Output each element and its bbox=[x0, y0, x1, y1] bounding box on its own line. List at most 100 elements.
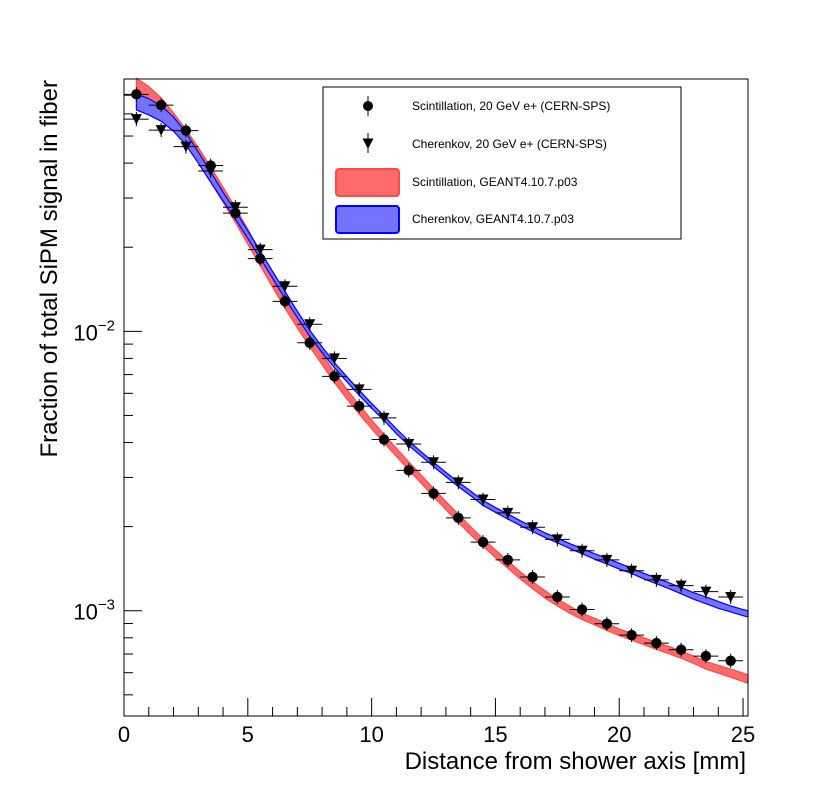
cher-marker bbox=[328, 353, 340, 364]
scint-data-point bbox=[619, 628, 644, 643]
cher-data-point bbox=[198, 163, 224, 178]
scint-data-point bbox=[124, 87, 149, 102]
scint-data-point bbox=[272, 294, 298, 309]
scint-data-point bbox=[495, 552, 521, 567]
scint-data-point bbox=[693, 649, 719, 664]
cher-marker bbox=[403, 439, 415, 450]
scint-data-point bbox=[371, 432, 397, 447]
x-tick-label: 5 bbox=[242, 722, 254, 747]
cher-marker bbox=[229, 202, 241, 213]
scint-marker bbox=[725, 655, 736, 666]
cher-marker bbox=[675, 580, 687, 592]
cher-data-point bbox=[297, 317, 323, 332]
scint-marker bbox=[502, 554, 514, 566]
scint-marker bbox=[254, 253, 266, 264]
scint-marker bbox=[552, 591, 563, 603]
scint-marker bbox=[626, 629, 637, 641]
cher-marker bbox=[130, 114, 142, 125]
scint-data-point bbox=[445, 510, 471, 525]
cher-data-point bbox=[470, 492, 496, 507]
legend-label-scint-data: Scintillation, 20 GeV e+ (CERN-SPS) bbox=[412, 99, 610, 113]
cher-marker bbox=[378, 412, 390, 424]
cher-marker bbox=[725, 591, 737, 603]
scint-marker bbox=[155, 99, 167, 111]
y-tick-label: 10−3 bbox=[73, 597, 115, 625]
scint-marker bbox=[279, 296, 291, 307]
scint-data-point bbox=[668, 642, 694, 657]
scint-marker bbox=[601, 618, 613, 629]
legend-label-cher-sim: Cherenkov, GEANT4.10.7.p03 bbox=[412, 212, 574, 226]
cher-data-point bbox=[247, 242, 273, 257]
cher-marker bbox=[353, 384, 365, 395]
scint-data-point bbox=[346, 399, 372, 414]
scint-data-point bbox=[544, 589, 570, 604]
x-tick-label: 25 bbox=[731, 722, 755, 747]
cher-marker bbox=[650, 574, 662, 586]
cher-data-point bbox=[272, 279, 298, 294]
cher-marker bbox=[155, 125, 167, 136]
cher-marker bbox=[626, 565, 638, 577]
scint-marker bbox=[453, 512, 464, 524]
cher-marker bbox=[180, 141, 192, 153]
legend-cher-marker bbox=[362, 138, 374, 149]
x-tick-label: 10 bbox=[359, 722, 383, 747]
cher-data-point bbox=[322, 351, 347, 366]
x-tick-label: 20 bbox=[607, 722, 631, 747]
scint-marker bbox=[576, 604, 588, 615]
scint-data-point bbox=[594, 616, 620, 631]
scint-marker bbox=[700, 650, 712, 662]
scint-marker bbox=[428, 488, 439, 499]
scint-marker bbox=[477, 536, 489, 548]
x-tick-label: 0 bbox=[118, 722, 130, 747]
cher-data-point bbox=[569, 543, 595, 558]
legend-scint-band-swatch bbox=[335, 168, 400, 197]
x-tick-label: 15 bbox=[483, 722, 507, 747]
cher-data-point bbox=[644, 572, 669, 587]
y-tick-labels: 10−2 10−3 bbox=[73, 317, 115, 624]
cher-data-point bbox=[148, 123, 174, 138]
scint-data-point bbox=[297, 335, 323, 350]
cher-marker bbox=[502, 507, 514, 519]
cher-marker bbox=[452, 477, 464, 488]
scint-data-point bbox=[173, 123, 199, 138]
cher-marker bbox=[700, 586, 712, 598]
cher-data-point bbox=[223, 200, 248, 215]
plot-frame bbox=[123, 78, 749, 717]
legend-scint-marker bbox=[363, 101, 373, 111]
legend-cher-band-swatch bbox=[335, 205, 400, 234]
cher-marker bbox=[279, 281, 291, 292]
legend-entry-cher-sim: Cherenkov, GEANT4.10.7.p03 bbox=[335, 205, 574, 234]
x-tick-labels: 0 5 10 15 20 25 bbox=[118, 722, 755, 747]
legend-entry-scint-sim: Scintillation, GEANT4.10.7.p03 bbox=[335, 168, 578, 197]
scint-data-point bbox=[718, 653, 744, 668]
legend-entry-scint-data: Scintillation, 20 GeV e+ (CERN-SPS) bbox=[363, 96, 610, 116]
cher-marker bbox=[428, 457, 440, 468]
cher-data-point bbox=[346, 382, 372, 397]
axis-ticks bbox=[123, 78, 744, 716]
x-axis-title: Distance from shower axis [mm] bbox=[405, 748, 746, 775]
cher-data-point bbox=[544, 532, 570, 547]
scint-data-point bbox=[421, 486, 446, 501]
cher-marker bbox=[527, 522, 539, 533]
cher-data-point bbox=[594, 552, 620, 567]
scint-marker bbox=[180, 125, 192, 136]
cher-data-point bbox=[495, 505, 521, 520]
cher-marker bbox=[576, 545, 588, 557]
scint-marker bbox=[354, 400, 365, 412]
scint-marker bbox=[378, 434, 390, 445]
cher-data-point bbox=[396, 437, 422, 452]
scint-data-point bbox=[396, 463, 422, 478]
cher-marker bbox=[477, 494, 489, 506]
cher-data-point bbox=[445, 475, 471, 490]
scint-data-point bbox=[148, 98, 174, 113]
y-tick-label: 10−2 bbox=[73, 317, 115, 345]
cher-data-point bbox=[693, 584, 719, 599]
y-axis-title: Fraction of total SiPM signal in fiber bbox=[36, 80, 63, 458]
legend: Scintillation, 20 GeV e+ (CERN-SPS) Cher… bbox=[322, 86, 682, 240]
scint-data-point bbox=[644, 636, 669, 651]
cher-marker bbox=[205, 165, 217, 177]
scint-data-point bbox=[322, 369, 347, 384]
legend-entry-cher-data: Cherenkov, 20 GeV e+ (CERN-SPS) bbox=[362, 133, 607, 153]
legend-label-scint-sim: Scintillation, GEANT4.10.7.p03 bbox=[412, 175, 578, 189]
